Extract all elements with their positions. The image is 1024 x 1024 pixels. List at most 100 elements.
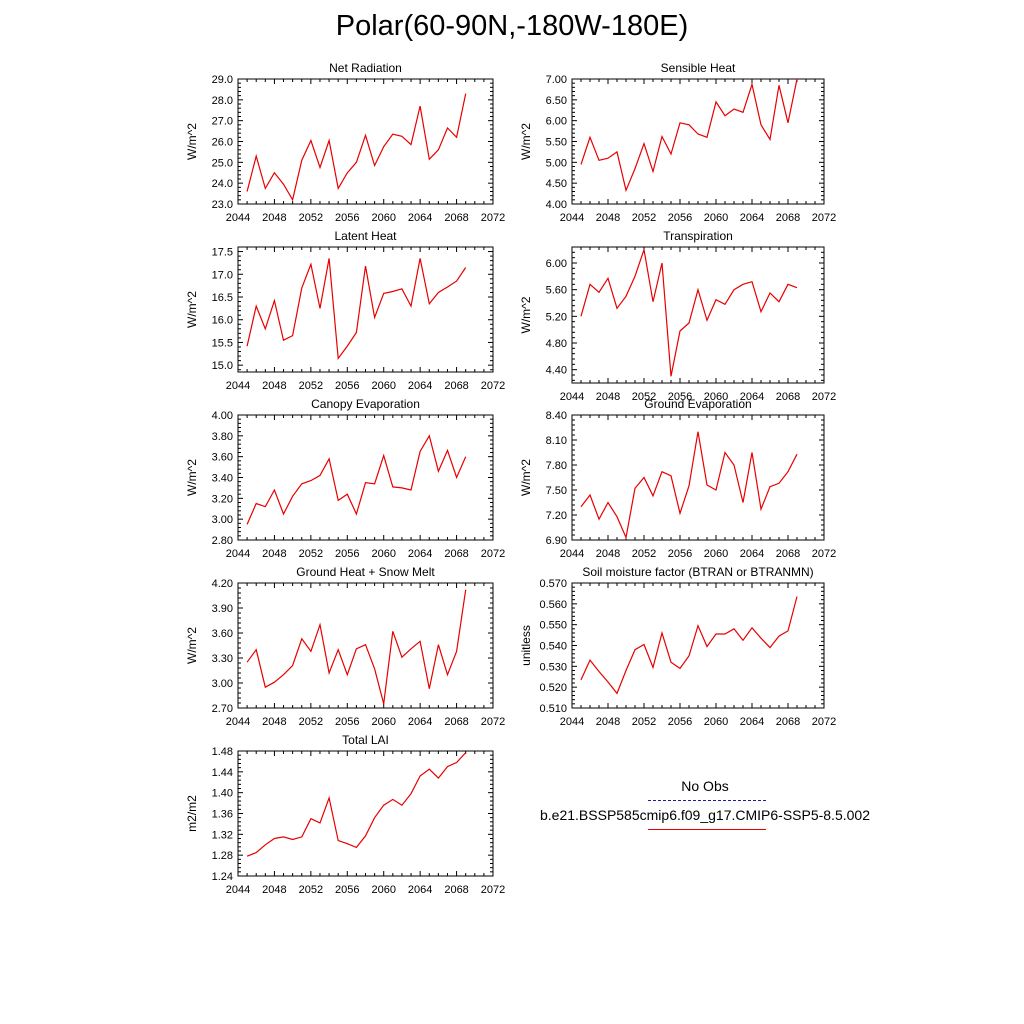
ground-heat-snow-melt-ytick-label: 3.90 [212, 603, 233, 615]
soil-moisture-factor-btran-or-btranmn-xtick-label: 2048 [596, 716, 620, 728]
sensible-heat-xtick-label: 2060 [704, 212, 728, 224]
net-radiation-xtick-label: 2060 [371, 212, 395, 224]
transpiration-xtick-label: 2044 [560, 391, 584, 403]
latent-heat-xtick-label: 2072 [481, 380, 505, 392]
ground-heat-snow-melt-ylabel: W/m^2 [185, 627, 199, 664]
transpiration-series-line [580, 249, 798, 377]
total-lai-ytick-label: 1.32 [212, 829, 233, 841]
ground-evaporation-ytick-label: 8.40 [546, 410, 567, 422]
canopy-evaporation-ytick-label: 3.20 [212, 493, 233, 505]
sensible-heat-frame [571, 78, 825, 205]
soil-moisture-factor-btran-or-btranmn-ytick-label: 0.560 [539, 599, 567, 611]
transpiration-title: Transpiration [663, 229, 733, 243]
sensible-heat-xtick-label: 2072 [812, 212, 836, 224]
sensible-heat-ytick-label: 4.50 [546, 178, 567, 190]
total-lai-ytick-label: 1.36 [212, 809, 233, 821]
latent-heat-ytick-label: 16.0 [212, 315, 233, 327]
soil-moisture-factor-btran-or-btranmn-xtick-label: 2064 [740, 716, 764, 728]
soil-moisture-factor-btran-or-btranmn-ytick-label: 0.550 [539, 620, 567, 632]
sensible-heat-ytick-label: 6.00 [546, 116, 567, 128]
ground-evaporation-xtick-label: 2068 [776, 548, 800, 560]
sensible-heat-ylabel: W/m^2 [519, 123, 533, 160]
transpiration-ytick-label: 4.40 [546, 365, 567, 377]
canopy-evaporation-ytick-label: 3.60 [212, 452, 233, 464]
transpiration-frame [571, 246, 825, 384]
latent-heat-ylabel: W/m^2 [185, 291, 199, 328]
canopy-evaporation-xtick-label: 2064 [408, 548, 432, 560]
ground-evaporation-ytick-label: 7.80 [546, 460, 567, 472]
ground-heat-snow-melt-xtick-label: 2072 [481, 716, 505, 728]
total-lai-xtick-label: 2060 [371, 884, 395, 896]
sensible-heat-series-line [580, 78, 798, 193]
canopy-evaporation-ytick-label: 2.80 [212, 535, 233, 547]
soil-moisture-factor-btran-or-btranmn-ytick-label: 0.540 [539, 641, 567, 653]
canopy-evaporation-xtick-label: 2060 [371, 548, 395, 560]
soil-moisture-factor-btran-or-btranmn-xtick-label: 2068 [776, 716, 800, 728]
transpiration-xtick-label: 2048 [596, 391, 620, 403]
total-lai-ytick-label: 1.48 [212, 746, 233, 758]
total-lai-title: Total LAI [342, 733, 389, 747]
latent-heat-xtick-label: 2048 [262, 380, 286, 392]
ground-evaporation-xtick-label: 2048 [596, 548, 620, 560]
transpiration-ytick-label: 4.80 [546, 338, 567, 350]
net-radiation-xtick-label: 2064 [408, 212, 432, 224]
latent-heat-xtick-label: 2052 [299, 380, 323, 392]
transpiration-xtick-label: 2072 [812, 391, 836, 403]
net-radiation-ytick-label: 27.0 [212, 116, 233, 128]
latent-heat-xtick-label: 2056 [335, 380, 359, 392]
sensible-heat-xtick-label: 2044 [560, 212, 584, 224]
canopy-evaporation-title: Canopy Evaporation [311, 397, 420, 411]
latent-heat-xtick-label: 2068 [444, 380, 468, 392]
ground-evaporation-xtick-label: 2072 [812, 548, 836, 560]
net-radiation-xtick-label: 2044 [226, 212, 250, 224]
net-radiation-ytick-label: 29.0 [212, 74, 233, 86]
sensible-heat-xtick-label: 2048 [596, 212, 620, 224]
total-lai-ytick-label: 1.40 [212, 788, 233, 800]
transpiration-ytick-label: 5.60 [546, 285, 567, 297]
transpiration-ylabel: W/m^2 [519, 296, 533, 333]
ground-heat-snow-melt-xtick-label: 2056 [335, 716, 359, 728]
sensible-heat-ytick-label: 6.50 [546, 95, 567, 107]
soil-moisture-factor-btran-or-btranmn-frame [571, 582, 825, 709]
ground-evaporation-title: Ground Evaporation [644, 397, 751, 411]
canopy-evaporation-series-line [246, 434, 467, 525]
ground-heat-snow-melt-ytick-label: 4.20 [212, 578, 233, 590]
soil-moisture-factor-btran-or-btranmn-xtick-label: 2060 [704, 716, 728, 728]
transpiration-xtick-label: 2052 [632, 391, 656, 403]
canopy-evaporation-xtick-label: 2048 [262, 548, 286, 560]
canopy-evaporation-xtick-label: 2052 [299, 548, 323, 560]
canopy-evaporation-xtick-label: 2044 [226, 548, 250, 560]
ground-heat-snow-melt-series-line [246, 589, 467, 704]
latent-heat-xtick-label: 2064 [408, 380, 432, 392]
legend-label-no-obs: No Obs [681, 778, 729, 794]
canopy-evaporation-ylabel: W/m^2 [185, 459, 199, 496]
ground-heat-snow-melt-ytick-label: 3.00 [212, 678, 233, 690]
total-lai-xtick-label: 2064 [408, 884, 432, 896]
ground-evaporation-ytick-label: 6.90 [546, 535, 567, 547]
ground-heat-snow-melt-ytick-label: 3.30 [212, 653, 233, 665]
latent-heat-series-line [246, 258, 467, 361]
total-lai-ytick-label: 1.28 [212, 850, 233, 862]
soil-moisture-factor-btran-or-btranmn-xtick-label: 2044 [560, 716, 584, 728]
sensible-heat-ytick-label: 5.00 [546, 157, 567, 169]
latent-heat-title: Latent Heat [334, 229, 397, 243]
canopy-evaporation-ytick-label: 4.00 [212, 410, 233, 422]
total-lai-xtick-label: 2044 [226, 884, 250, 896]
sensible-heat-xtick-label: 2068 [776, 212, 800, 224]
latent-heat-ytick-label: 15.0 [212, 360, 233, 372]
ground-evaporation-ylabel: W/m^2 [519, 459, 533, 496]
soil-moisture-factor-btran-or-btranmn-ytick-label: 0.520 [539, 682, 567, 694]
sensible-heat-xtick-label: 2064 [740, 212, 764, 224]
ground-heat-snow-melt-xtick-label: 2048 [262, 716, 286, 728]
ground-heat-snow-melt-xtick-label: 2052 [299, 716, 323, 728]
canopy-evaporation-xtick-label: 2068 [444, 548, 468, 560]
sensible-heat-ytick-label: 7.00 [546, 74, 567, 86]
net-radiation-xtick-label: 2052 [299, 212, 323, 224]
ground-heat-snow-melt-title: Ground Heat + Snow Melt [296, 565, 435, 579]
canopy-evaporation-xtick-label: 2056 [335, 548, 359, 560]
legend-line-model-run [648, 829, 766, 830]
total-lai-ytick-label: 1.44 [212, 767, 233, 779]
soil-moisture-factor-btran-or-btranmn-xtick-label: 2052 [632, 716, 656, 728]
sensible-heat-title: Sensible Heat [661, 61, 736, 75]
net-radiation-frame [237, 78, 494, 205]
